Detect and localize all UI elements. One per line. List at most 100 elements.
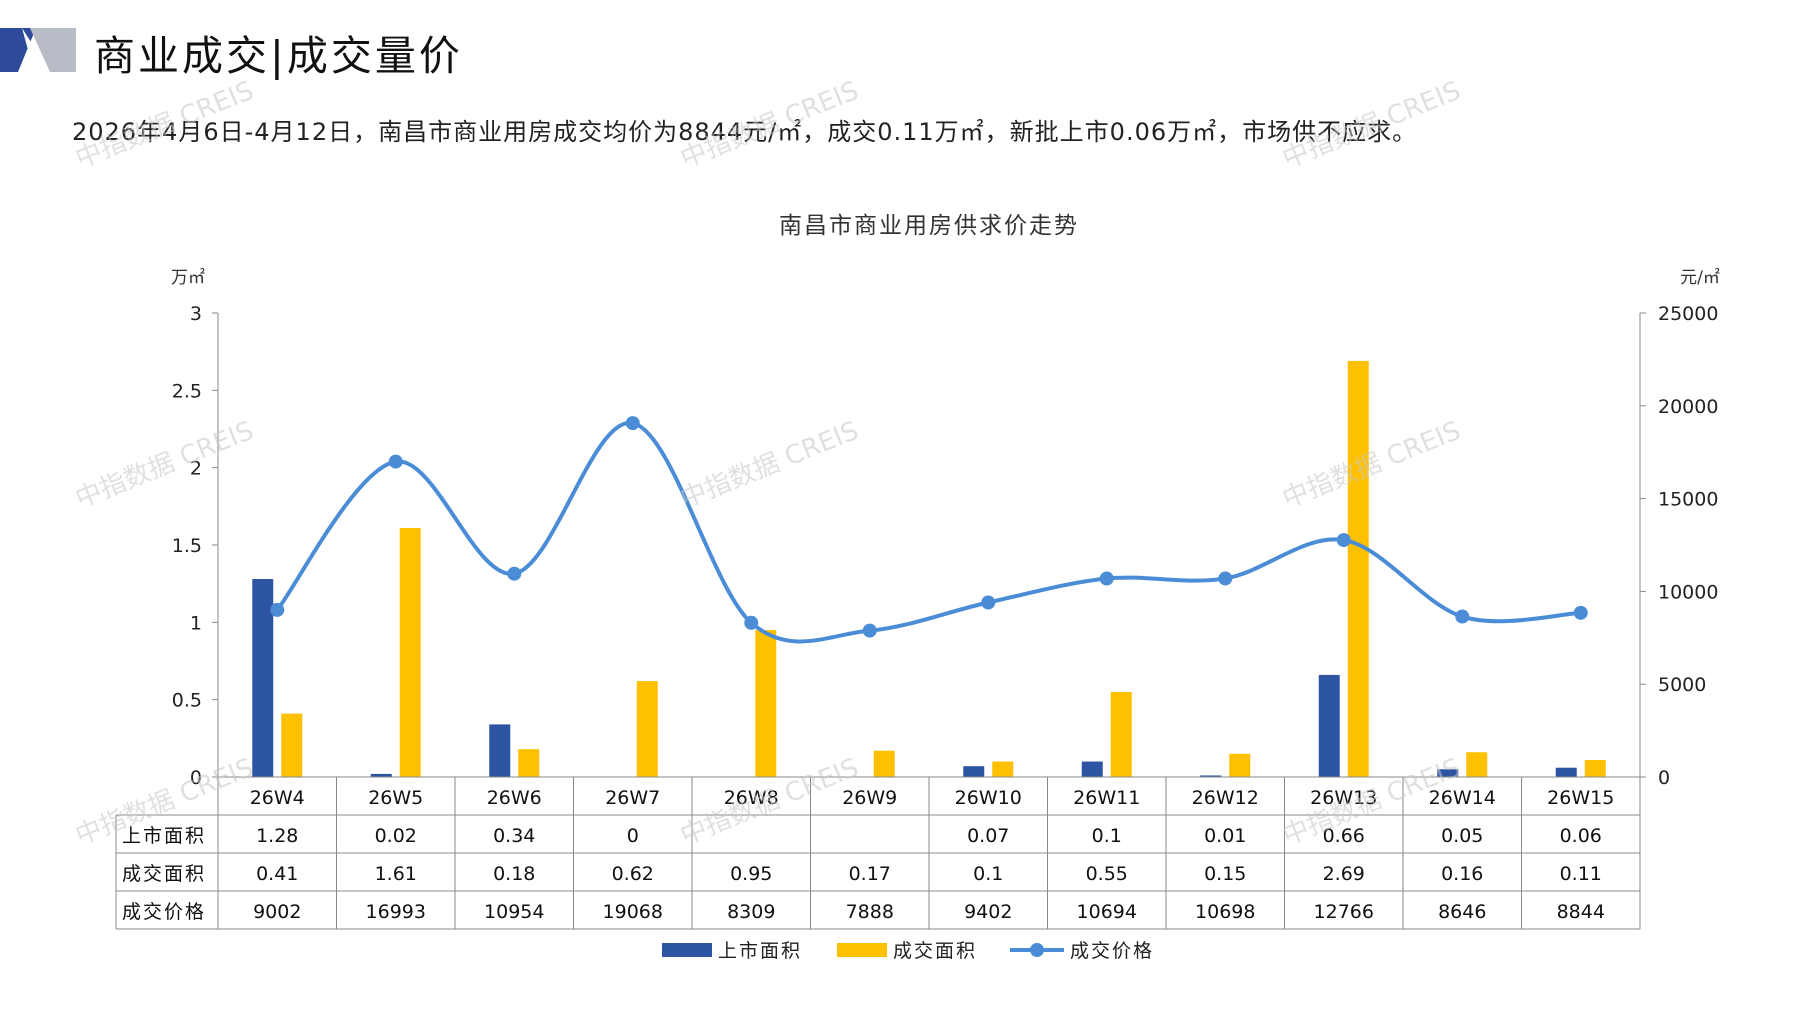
brand-logo (0, 28, 76, 72)
table-cell-value: 1.28 (256, 825, 298, 847)
bar-deal-area (1229, 753, 1251, 777)
bar-deal-area (281, 713, 303, 777)
watermark: 中指数据 CREIS (676, 76, 863, 175)
watermark: 中指数据 CREIS (71, 76, 258, 175)
table-cell-value: 0.17 (849, 863, 891, 885)
category-label: 26W14 (1429, 787, 1496, 809)
right-axis-tick-label: 5000 (1658, 674, 1706, 696)
price-point (744, 615, 759, 630)
right-axis-tick-label: 0 (1658, 767, 1670, 789)
price-point (1336, 533, 1351, 548)
category-label: 26W12 (1192, 787, 1259, 809)
table-cell-value: 0.16 (1441, 863, 1483, 885)
left-axis-tick-label: 3 (190, 303, 202, 325)
table-row-header: 成交面积 (122, 863, 206, 885)
bar-supply-area (252, 579, 274, 777)
bar-supply-area (1555, 767, 1577, 777)
table-cell-value: 0.02 (375, 825, 417, 847)
table-cell-value: 19068 (603, 901, 663, 923)
bar-supply-area (1437, 769, 1459, 777)
price-point (507, 566, 522, 581)
legend-swatch-supply (662, 943, 712, 957)
table-row-header: 成交价格 (122, 901, 206, 923)
chart-title: 南昌市商业用房供求价走势 (779, 213, 1079, 239)
right-axis-tick-label: 15000 (1658, 489, 1718, 511)
logo-white-shape (22, 28, 50, 72)
left-axis-tick-label: 1 (190, 612, 202, 634)
bar-deal-area (518, 749, 540, 777)
bar-deal-area (1110, 691, 1132, 777)
bar-deal-area (399, 527, 421, 777)
left-axis-tick-label: 0.5 (172, 690, 202, 712)
price-point (625, 416, 640, 431)
price-point (1455, 609, 1470, 624)
category-label: 26W7 (605, 787, 660, 809)
bar-supply-area (963, 766, 985, 777)
bar-deal-area (1347, 360, 1369, 777)
bar-supply-area (489, 724, 511, 777)
right-axis-unit: 元/㎡ (1680, 268, 1720, 288)
right-axis-tick-label: 25000 (1658, 303, 1718, 325)
price-point (388, 454, 403, 469)
category-label: 26W8 (724, 787, 779, 809)
price-point (270, 602, 285, 617)
table-cell-value: 0.41 (256, 863, 298, 885)
bar-supply-area (1318, 674, 1340, 777)
table-cell-value: 9402 (964, 901, 1012, 923)
table-cell-value: 0.07 (967, 825, 1009, 847)
left-axis-tick-label: 2 (190, 458, 202, 480)
bar-supply-area (1081, 761, 1103, 777)
legend-swatch-deal-area (837, 943, 887, 957)
table-cell-value: 0.15 (1204, 863, 1246, 885)
table-cell-value: 8309 (727, 901, 775, 923)
category-label: 26W4 (250, 787, 305, 809)
watermark: 中指数据 CREIS (1278, 76, 1465, 175)
table-cell-value: 0.95 (730, 863, 772, 885)
table-cell-value: 0.1 (973, 863, 1003, 885)
category-label: 26W6 (487, 787, 542, 809)
table-cell-value: 7888 (846, 901, 894, 923)
category-label: 26W11 (1073, 787, 1140, 809)
bar-deal-area (1584, 759, 1606, 777)
table-cell-value: 10954 (484, 901, 544, 923)
bar-deal-area (992, 761, 1014, 777)
bar-deal-area (873, 750, 895, 777)
left-axis-tick-label: 0 (190, 767, 202, 789)
right-axis-tick-label: 20000 (1658, 396, 1718, 418)
watermark: 中指数据 CREIS (71, 416, 258, 515)
table-cell-value: 10694 (1077, 901, 1137, 923)
price-point (981, 595, 996, 610)
table-cell-value: 0 (627, 825, 639, 847)
table-cell-value: 0.01 (1204, 825, 1246, 847)
table-cell-value: 0.11 (1560, 863, 1602, 885)
category-label: 26W10 (955, 787, 1022, 809)
bar-supply-area (1200, 775, 1222, 777)
bar-deal-area (636, 681, 658, 777)
right-axis-tick-label: 10000 (1658, 581, 1718, 603)
table-cell-value: 0.1 (1092, 825, 1122, 847)
table-cell-value: 9002 (253, 901, 301, 923)
table-cell-value: 8844 (1557, 901, 1605, 923)
logo-gray-shape (30, 28, 76, 72)
page-title: 商业成交|成交量价 (94, 32, 463, 80)
legend-label-supply: 上市面积 (718, 940, 802, 962)
table-cell-value: 0.34 (493, 825, 535, 847)
bar-supply-area (370, 773, 392, 777)
table-cell-value: 1.61 (375, 863, 417, 885)
bar-deal-area (755, 630, 777, 777)
price-point (1218, 571, 1233, 586)
price-point (1099, 571, 1114, 586)
table-cell-value: 0.66 (1323, 825, 1365, 847)
table-row-header: 上市面积 (122, 825, 206, 847)
price-point (862, 623, 877, 638)
table-cell-value: 8646 (1438, 901, 1486, 923)
summary-text: 2026年4月6日-4月12日，南昌市商业用房成交均价为8844元/㎡，成交0.… (72, 118, 1418, 146)
category-label: 26W15 (1547, 787, 1614, 809)
legend-label-deal-area: 成交面积 (893, 940, 977, 962)
left-axis-unit: 万㎡ (171, 268, 205, 288)
table-cell-value: 2.69 (1323, 863, 1365, 885)
table-cell-value: 0.05 (1441, 825, 1483, 847)
category-label: 26W9 (842, 787, 897, 809)
legend-label-price: 成交价格 (1070, 940, 1154, 962)
